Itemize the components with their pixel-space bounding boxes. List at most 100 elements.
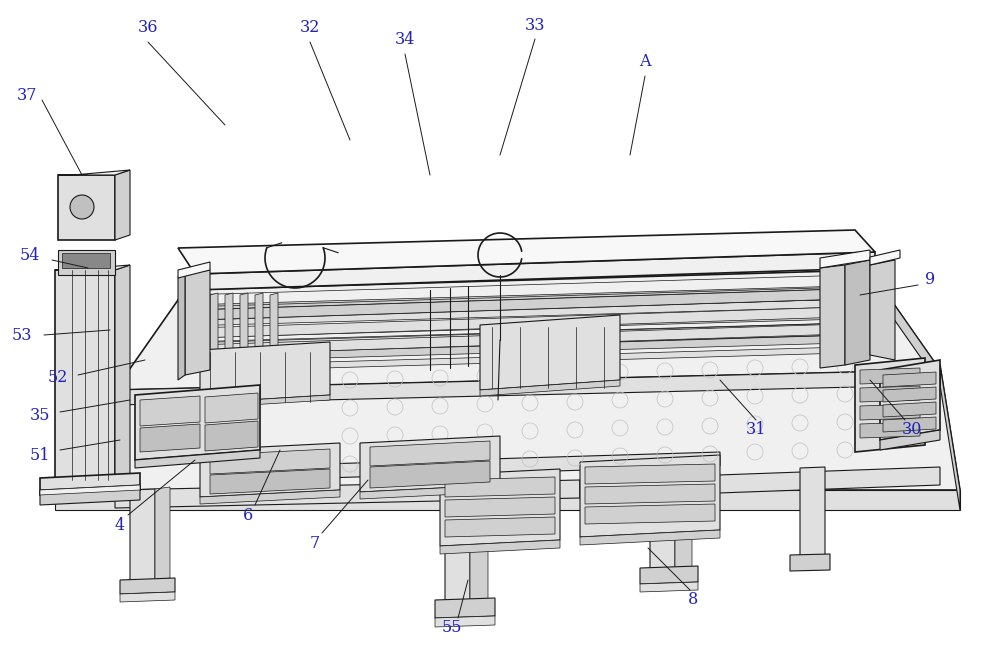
Polygon shape [120, 578, 175, 594]
Polygon shape [435, 616, 495, 627]
Polygon shape [860, 422, 920, 438]
Text: 34: 34 [395, 31, 415, 49]
Polygon shape [255, 293, 263, 392]
Polygon shape [155, 487, 170, 580]
Polygon shape [58, 175, 115, 240]
Polygon shape [860, 368, 920, 384]
Polygon shape [860, 386, 920, 402]
Polygon shape [820, 265, 845, 368]
Polygon shape [440, 469, 560, 546]
Polygon shape [195, 288, 875, 320]
Polygon shape [880, 360, 940, 440]
Polygon shape [140, 396, 200, 426]
Polygon shape [205, 393, 258, 423]
Polygon shape [440, 540, 560, 554]
Polygon shape [870, 270, 940, 385]
Polygon shape [580, 530, 720, 545]
Polygon shape [140, 424, 200, 452]
Polygon shape [860, 404, 920, 420]
Polygon shape [55, 265, 130, 270]
Polygon shape [240, 293, 248, 392]
Text: 33: 33 [525, 17, 545, 33]
Polygon shape [225, 293, 233, 392]
Polygon shape [800, 467, 825, 557]
Text: 7: 7 [310, 534, 320, 552]
Text: A: A [639, 53, 651, 71]
Polygon shape [185, 298, 880, 326]
Polygon shape [40, 485, 140, 495]
Polygon shape [55, 490, 960, 510]
Polygon shape [200, 395, 330, 408]
Text: 32: 32 [300, 19, 320, 37]
Polygon shape [200, 342, 330, 403]
Text: 36: 36 [138, 19, 158, 37]
Text: 51: 51 [30, 446, 50, 464]
Polygon shape [883, 387, 936, 402]
Polygon shape [40, 485, 140, 505]
Polygon shape [195, 252, 875, 290]
Polygon shape [640, 582, 698, 592]
Polygon shape [195, 288, 875, 320]
Polygon shape [115, 265, 130, 480]
Polygon shape [845, 260, 870, 365]
Polygon shape [115, 370, 940, 405]
Polygon shape [435, 598, 495, 618]
Polygon shape [185, 270, 210, 375]
Polygon shape [360, 485, 500, 499]
Polygon shape [480, 380, 620, 396]
Text: 30: 30 [902, 422, 922, 438]
Polygon shape [855, 358, 925, 452]
Polygon shape [870, 260, 895, 360]
Text: 37: 37 [17, 87, 37, 103]
Polygon shape [820, 250, 870, 268]
Polygon shape [210, 469, 330, 494]
Polygon shape [185, 310, 880, 338]
Polygon shape [650, 474, 675, 569]
Polygon shape [585, 464, 715, 484]
Polygon shape [883, 372, 936, 387]
Text: 4: 4 [115, 516, 125, 534]
Text: 9: 9 [925, 271, 935, 289]
Text: 31: 31 [746, 422, 766, 438]
Polygon shape [585, 484, 715, 504]
Polygon shape [130, 489, 155, 581]
Polygon shape [370, 461, 490, 488]
Polygon shape [200, 443, 340, 497]
Polygon shape [470, 485, 488, 600]
Polygon shape [580, 455, 720, 537]
Polygon shape [445, 477, 555, 497]
Polygon shape [480, 315, 620, 390]
Polygon shape [640, 566, 698, 584]
Polygon shape [290, 452, 720, 479]
Polygon shape [178, 230, 875, 274]
Polygon shape [360, 436, 500, 492]
Text: 53: 53 [12, 327, 32, 344]
Polygon shape [205, 421, 258, 451]
Polygon shape [135, 450, 260, 468]
Polygon shape [58, 170, 130, 175]
Text: 8: 8 [688, 592, 698, 608]
Polygon shape [445, 517, 555, 537]
Polygon shape [195, 323, 875, 355]
Polygon shape [675, 473, 692, 568]
Polygon shape [55, 365, 960, 490]
Polygon shape [580, 467, 940, 498]
Polygon shape [135, 385, 260, 460]
Polygon shape [185, 322, 880, 350]
Text: 52: 52 [48, 370, 68, 386]
Polygon shape [195, 306, 875, 338]
Polygon shape [370, 441, 490, 466]
Polygon shape [790, 554, 830, 571]
Polygon shape [210, 449, 330, 474]
Text: 6: 6 [243, 506, 253, 524]
Text: 54: 54 [20, 247, 40, 263]
Polygon shape [55, 270, 115, 480]
Polygon shape [40, 473, 140, 495]
Polygon shape [62, 253, 110, 268]
Polygon shape [585, 504, 715, 524]
Polygon shape [185, 346, 880, 372]
Polygon shape [115, 480, 580, 508]
Polygon shape [883, 402, 936, 417]
Polygon shape [870, 250, 900, 265]
Polygon shape [185, 334, 880, 362]
